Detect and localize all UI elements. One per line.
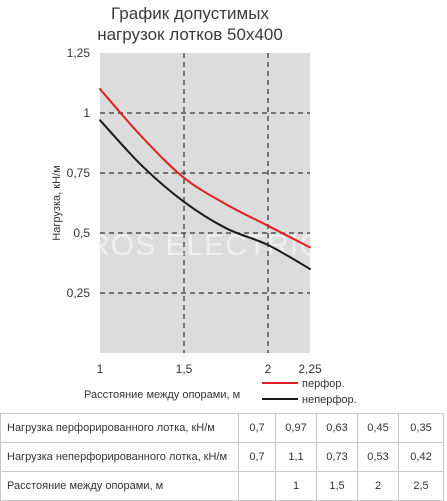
series-lines [99,88,311,270]
table-row: Нагрузка неперфорированного лотка, кН/м 0… [0,442,444,472]
series-1-point-0 [99,119,101,122]
series-1-point-4 [267,244,269,246]
data-table: Нагрузка перфорированного лотка, кН/м 0,7… [0,413,444,501]
table-cell: 1,5 [316,471,358,501]
legend: перфор. неперфор. [262,378,357,406]
grid [100,53,310,353]
table-cell: 2,5 [398,471,444,501]
series-0-point-5 [309,246,311,249]
y-tick-label-4: 1,25 [67,46,91,60]
table-cell: 1 [275,471,317,501]
table-cell: 0,42 [398,442,444,472]
series-0 [99,88,311,249]
legend-label-1: неперфор. [302,394,357,406]
series-1 [99,119,311,270]
series-0-point-0 [99,88,101,90]
x-tick-label-2: 2 [265,362,272,376]
table-row-label: Нагрузка неперфорированного лотка, кН/м [0,442,239,472]
x-axis-ticks: 1 1,5 2 2,25 [97,362,322,376]
y-axis-ticks: 0,25 0,5 0,75 1 1,25 [67,46,91,300]
x-tick-label-3: 2,25 [298,362,322,376]
x-tick-label-1: 1,5 [176,362,193,376]
table-cell: 0,73 [316,442,358,472]
table-cell: 0,7 [238,413,276,443]
legend-label-0: перфор. [302,378,345,390]
plot-area [100,53,310,353]
load-chart: График допустимых нагрузок лотков 50х400… [51,4,357,406]
series-0-point-1 [141,136,143,138]
table-cell [238,471,276,501]
table-row: Расстояние между опорами, м 1 1,5 2 2,5 [0,471,444,501]
chart-title-line-2: нагрузок лотков 50х400 [97,25,283,44]
series-1-point-5 [309,268,311,270]
y-tick-label-3: 1 [83,106,90,120]
series-1-point-3 [225,227,227,230]
y-tick-label-0: 0,25 [67,286,91,300]
table-cell: 1,1 [275,442,317,472]
y-tick-label-1: 0,5 [73,226,90,240]
table-row-label: Нагрузка перфорированного лотка, кН/м [0,413,239,443]
table-cell: 0,97 [275,413,317,443]
chart-title: График допустимых нагрузок лотков 50х400 [97,4,283,44]
table-cell: 0,35 [398,413,444,443]
table-cell: 0,63 [316,413,358,443]
table-row-label: Расстояние между опорами, м [0,471,239,501]
y-tick-label-2: 0,75 [67,166,91,180]
series-0-point-4 [267,224,269,227]
series-1-point-2 [183,200,185,203]
table-cell: 2 [357,471,399,501]
series-line-0 [99,88,311,249]
table-cell: 0,7 [238,442,276,472]
x-axis-label: Расстояние между опорами, м [84,389,240,401]
series-0-point-2 [183,176,185,179]
y-axis-label: Нагрузка, кН/м [51,165,63,240]
series-1-point-1 [141,164,143,167]
table-cell: 0,53 [357,442,399,472]
x-tick-label-0: 1 [97,362,104,376]
series-line-1 [99,119,311,270]
table-cell: 0,45 [357,413,399,443]
watermark-text: ROS ELECTRIC [88,229,322,262]
series-0-point-3 [225,203,227,206]
table-row: Нагрузка перфорированного лотка, кН/м 0,7… [0,413,444,443]
chart-title-line-1: График допустимых [111,4,269,23]
